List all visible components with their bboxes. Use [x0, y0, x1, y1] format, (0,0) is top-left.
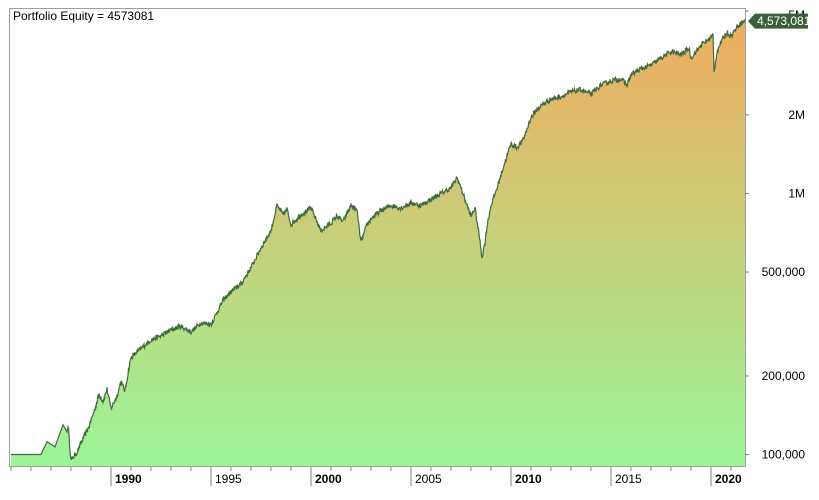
x-tick-label: 2010: [515, 472, 542, 486]
equity-area-fill: [11, 19, 745, 466]
last-value-label: 4,573,081: [757, 14, 811, 28]
x-tick-label: 2015: [615, 472, 642, 486]
x-tick-label: 2000: [315, 472, 342, 486]
x-tick-label: 1995: [215, 472, 242, 486]
x-tick-label: 2005: [415, 472, 442, 486]
last-value-badge-shape: [748, 13, 808, 29]
y-tick-label: 2M: [788, 108, 805, 122]
y-tick-label: 200,000: [762, 369, 806, 383]
x-axis: 1990 1995 2000 2005 2010 2015 2020: [10, 467, 742, 486]
x-tick-label: 1990: [115, 472, 142, 486]
equity-line: [11, 19, 746, 461]
last-value-badge: 4,573,081: [748, 13, 811, 29]
y-tick-label: 100,000: [762, 448, 806, 462]
y-tick-label: 500,000: [762, 265, 806, 279]
x-tick-label: 2020: [715, 472, 742, 486]
y-tick-label: 1M: [788, 186, 805, 200]
chart-title: Portfolio Equity = 4573081: [13, 9, 154, 23]
